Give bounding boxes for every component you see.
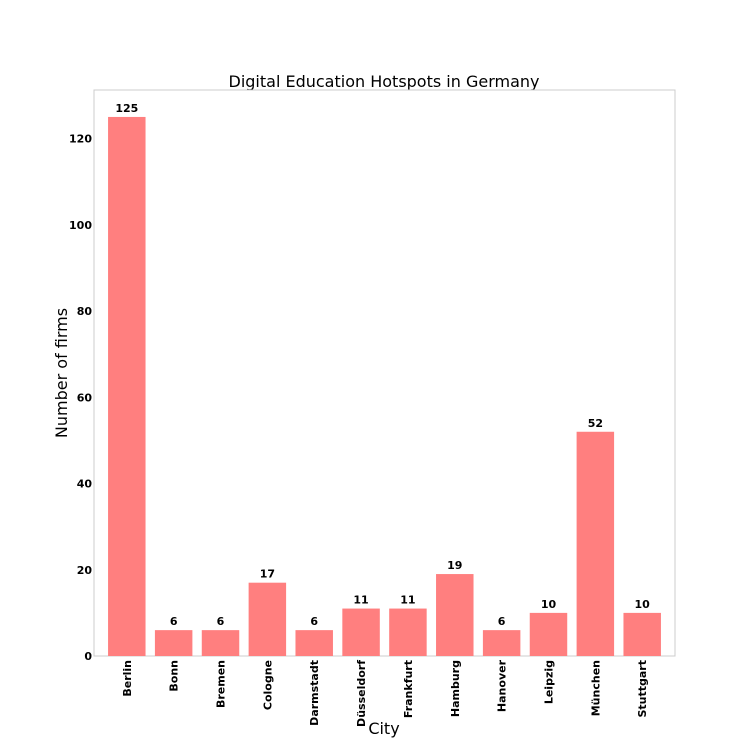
y-tick-label: 100 xyxy=(69,219,92,232)
bar xyxy=(436,574,474,656)
y-axis-label: Number of firms xyxy=(52,308,71,438)
x-tick-label: Hanover xyxy=(496,659,509,712)
y-tick-label: 80 xyxy=(77,305,93,318)
x-tick-label: Berlin xyxy=(121,660,134,697)
bar xyxy=(342,608,380,656)
bar xyxy=(389,608,427,656)
y-tick-label: 60 xyxy=(77,391,93,404)
bar-value-label: 6 xyxy=(498,615,506,628)
y-tick-label: 40 xyxy=(77,478,93,491)
bar-value-label: 52 xyxy=(588,417,603,430)
bar-value-label: 11 xyxy=(400,594,415,607)
bar xyxy=(482,630,521,656)
data-labels-group: 125 6 6 17 6 11 11 19 6 10 52 10 xyxy=(115,102,650,628)
bar xyxy=(576,431,615,656)
x-tick-label: Stuttgart xyxy=(636,660,649,718)
x-tick-label: Hamburg xyxy=(449,660,462,717)
x-tick-label: Frankfurt xyxy=(402,660,415,718)
bar-value-label: 6 xyxy=(217,615,225,628)
x-tick-label: Düsseldorf xyxy=(355,660,368,727)
bar-value-label: 125 xyxy=(115,102,138,115)
y-tick-label: 0 xyxy=(84,650,92,663)
x-tick-label: Leipzig xyxy=(542,660,555,704)
bar-value-label: 11 xyxy=(353,594,368,607)
bar-value-label: 10 xyxy=(541,598,557,611)
bar xyxy=(248,582,287,656)
plot-frame xyxy=(93,89,676,657)
bar xyxy=(108,116,146,656)
x-tick-label: München xyxy=(589,660,602,716)
bar xyxy=(623,612,661,656)
x-tick-label: Cologne xyxy=(261,660,274,710)
y-tick-label: 20 xyxy=(77,564,93,577)
x-tick-label: Darmstadt xyxy=(308,660,321,726)
bar-value-label: 10 xyxy=(635,598,651,611)
bar-value-label: 17 xyxy=(260,568,275,581)
x-axis-label: City xyxy=(368,719,399,738)
x-tick-label: Bremen xyxy=(215,660,228,708)
bar-value-label: 19 xyxy=(447,559,462,572)
y-axis: 0 20 40 60 80 100 120 xyxy=(69,133,93,663)
bar-value-label: 6 xyxy=(170,615,178,628)
bar xyxy=(201,630,240,656)
y-tick-label: 120 xyxy=(69,133,92,146)
x-tick-label: Bonn xyxy=(168,660,181,692)
bar-value-label: 6 xyxy=(310,615,318,628)
bar xyxy=(154,630,193,656)
bars-group xyxy=(108,116,661,656)
x-axis: Berlin Bonn Bremen Cologne Darmstadt Düsseldo… xyxy=(121,659,649,727)
bar xyxy=(295,630,333,656)
bar xyxy=(529,612,568,656)
chart-title: Digital Education Hotspots in Germany xyxy=(229,72,540,91)
